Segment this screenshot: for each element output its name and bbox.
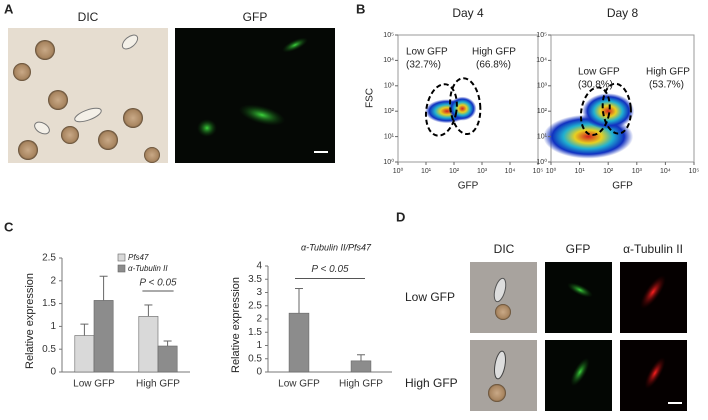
- x-tick-label: 10²: [603, 168, 614, 175]
- significance-label: P < 0.05: [139, 278, 177, 289]
- panel-d-images: [470, 262, 687, 411]
- gate-label: High GFP: [472, 47, 516, 58]
- x-tick-label: High GFP: [136, 379, 180, 390]
- y-tick-label: 10¹: [384, 133, 395, 140]
- y-tick-label: 10⁴: [383, 57, 394, 64]
- gate-label: (32.7%): [406, 60, 441, 71]
- y-tick-label: 2.5: [248, 300, 262, 311]
- row-label: Low GFP: [405, 290, 455, 304]
- y-tick-label: 10⁰: [536, 158, 547, 166]
- y-tick-label: 2: [256, 314, 262, 325]
- y-tick-label: 1: [50, 321, 56, 332]
- x-tick-label: 10⁰: [393, 167, 404, 175]
- y-axis-label: Relative expression: [24, 273, 36, 369]
- x-tick-label: 10¹: [421, 168, 432, 175]
- y-tick-label: 0: [256, 367, 262, 378]
- y-tick-label: 0.5: [248, 353, 262, 364]
- bar: [350, 360, 372, 373]
- y-tick-label: 10³: [537, 83, 548, 90]
- x-tick-label: 10⁰: [546, 167, 557, 175]
- row-label: High GFP: [405, 376, 458, 390]
- gate: [601, 82, 632, 135]
- gfp-image: [175, 28, 335, 163]
- y-tick-label: 10⁵: [383, 32, 394, 39]
- y-tick-label: 3.5: [248, 274, 262, 285]
- y-tick-label: 0: [50, 367, 56, 378]
- chart-title: Day 4: [452, 6, 484, 20]
- column-label: DIC: [494, 242, 515, 256]
- y-axis-label: FSC: [365, 88, 376, 108]
- column-label: GFP: [566, 242, 591, 256]
- column-label: α-Tubulin II: [623, 242, 683, 256]
- y-axis-label: Relative expression: [230, 277, 242, 373]
- y-tick-label: 0.5: [42, 344, 56, 355]
- density-cloud: [582, 93, 635, 130]
- y-tick-label: 10²: [537, 108, 548, 115]
- bar: [74, 335, 95, 373]
- y-tick-label: 4: [256, 261, 262, 272]
- gate: [424, 83, 458, 137]
- gate-label: (66.8%): [476, 60, 511, 71]
- y-tick-label: 1: [256, 340, 262, 351]
- y-tick-label: 10²: [384, 108, 395, 115]
- x-axis-label: GFP: [458, 181, 479, 192]
- image-label: GFP: [243, 10, 268, 24]
- y-tick-label: 10¹: [537, 133, 548, 140]
- y-tick-label: 10⁴: [536, 57, 547, 64]
- x-tick-label: High GFP: [339, 379, 383, 390]
- y-tick-label: 10⁰: [383, 158, 394, 166]
- gate-label: Low GFP: [406, 47, 448, 58]
- y-tick-label: 10³: [384, 83, 395, 90]
- gate-label: High GFP: [646, 67, 690, 78]
- bar: [157, 345, 178, 373]
- x-tick-label: 10¹: [575, 168, 586, 175]
- legend-swatch: [117, 253, 126, 262]
- panel-label: A: [4, 1, 14, 16]
- bar: [288, 312, 310, 373]
- y-tick-label: 2.5: [42, 253, 56, 264]
- x-tick-label: 10³: [477, 168, 488, 175]
- gate: [449, 77, 482, 136]
- image-label: DIC: [78, 10, 99, 24]
- x-tick-label: 10⁴: [660, 168, 671, 175]
- x-axis-label: GFP: [612, 181, 633, 192]
- x-tick-label: 10³: [632, 168, 643, 175]
- panel-label: D: [396, 209, 405, 224]
- bar: [93, 300, 114, 373]
- legend-label: α-Tubulin II: [128, 264, 168, 273]
- panel-label: B: [356, 1, 365, 16]
- chart-title: Day 8: [607, 6, 639, 20]
- legend-swatch: [117, 264, 126, 273]
- gate-label: Low GFP: [578, 67, 620, 78]
- x-tick-label: Low GFP: [73, 379, 115, 390]
- significance-label: P < 0.05: [311, 264, 349, 275]
- legend-label: Pfs47: [128, 253, 149, 262]
- y-tick-label: 1.5: [248, 327, 262, 338]
- dic-image: [8, 28, 168, 163]
- x-tick-label: 10⁴: [505, 168, 516, 175]
- x-tick-label: 10⁵: [689, 168, 700, 175]
- gate-label: (53.7%): [649, 80, 684, 91]
- chart-title: α-Tubulin II/Pfs47: [301, 242, 372, 252]
- y-tick-label: 10⁵: [536, 32, 547, 39]
- y-tick-label: 2: [50, 275, 56, 286]
- gate-label: (30.8%): [578, 80, 613, 91]
- x-tick-label: Low GFP: [278, 379, 320, 390]
- x-tick-label: 10⁵: [533, 168, 544, 175]
- gate: [579, 86, 611, 136]
- x-tick-label: 10²: [449, 168, 460, 175]
- y-tick-label: 3: [256, 287, 262, 298]
- panel-label: C: [4, 219, 14, 234]
- y-tick-label: 1.5: [42, 298, 56, 309]
- bar: [138, 316, 159, 373]
